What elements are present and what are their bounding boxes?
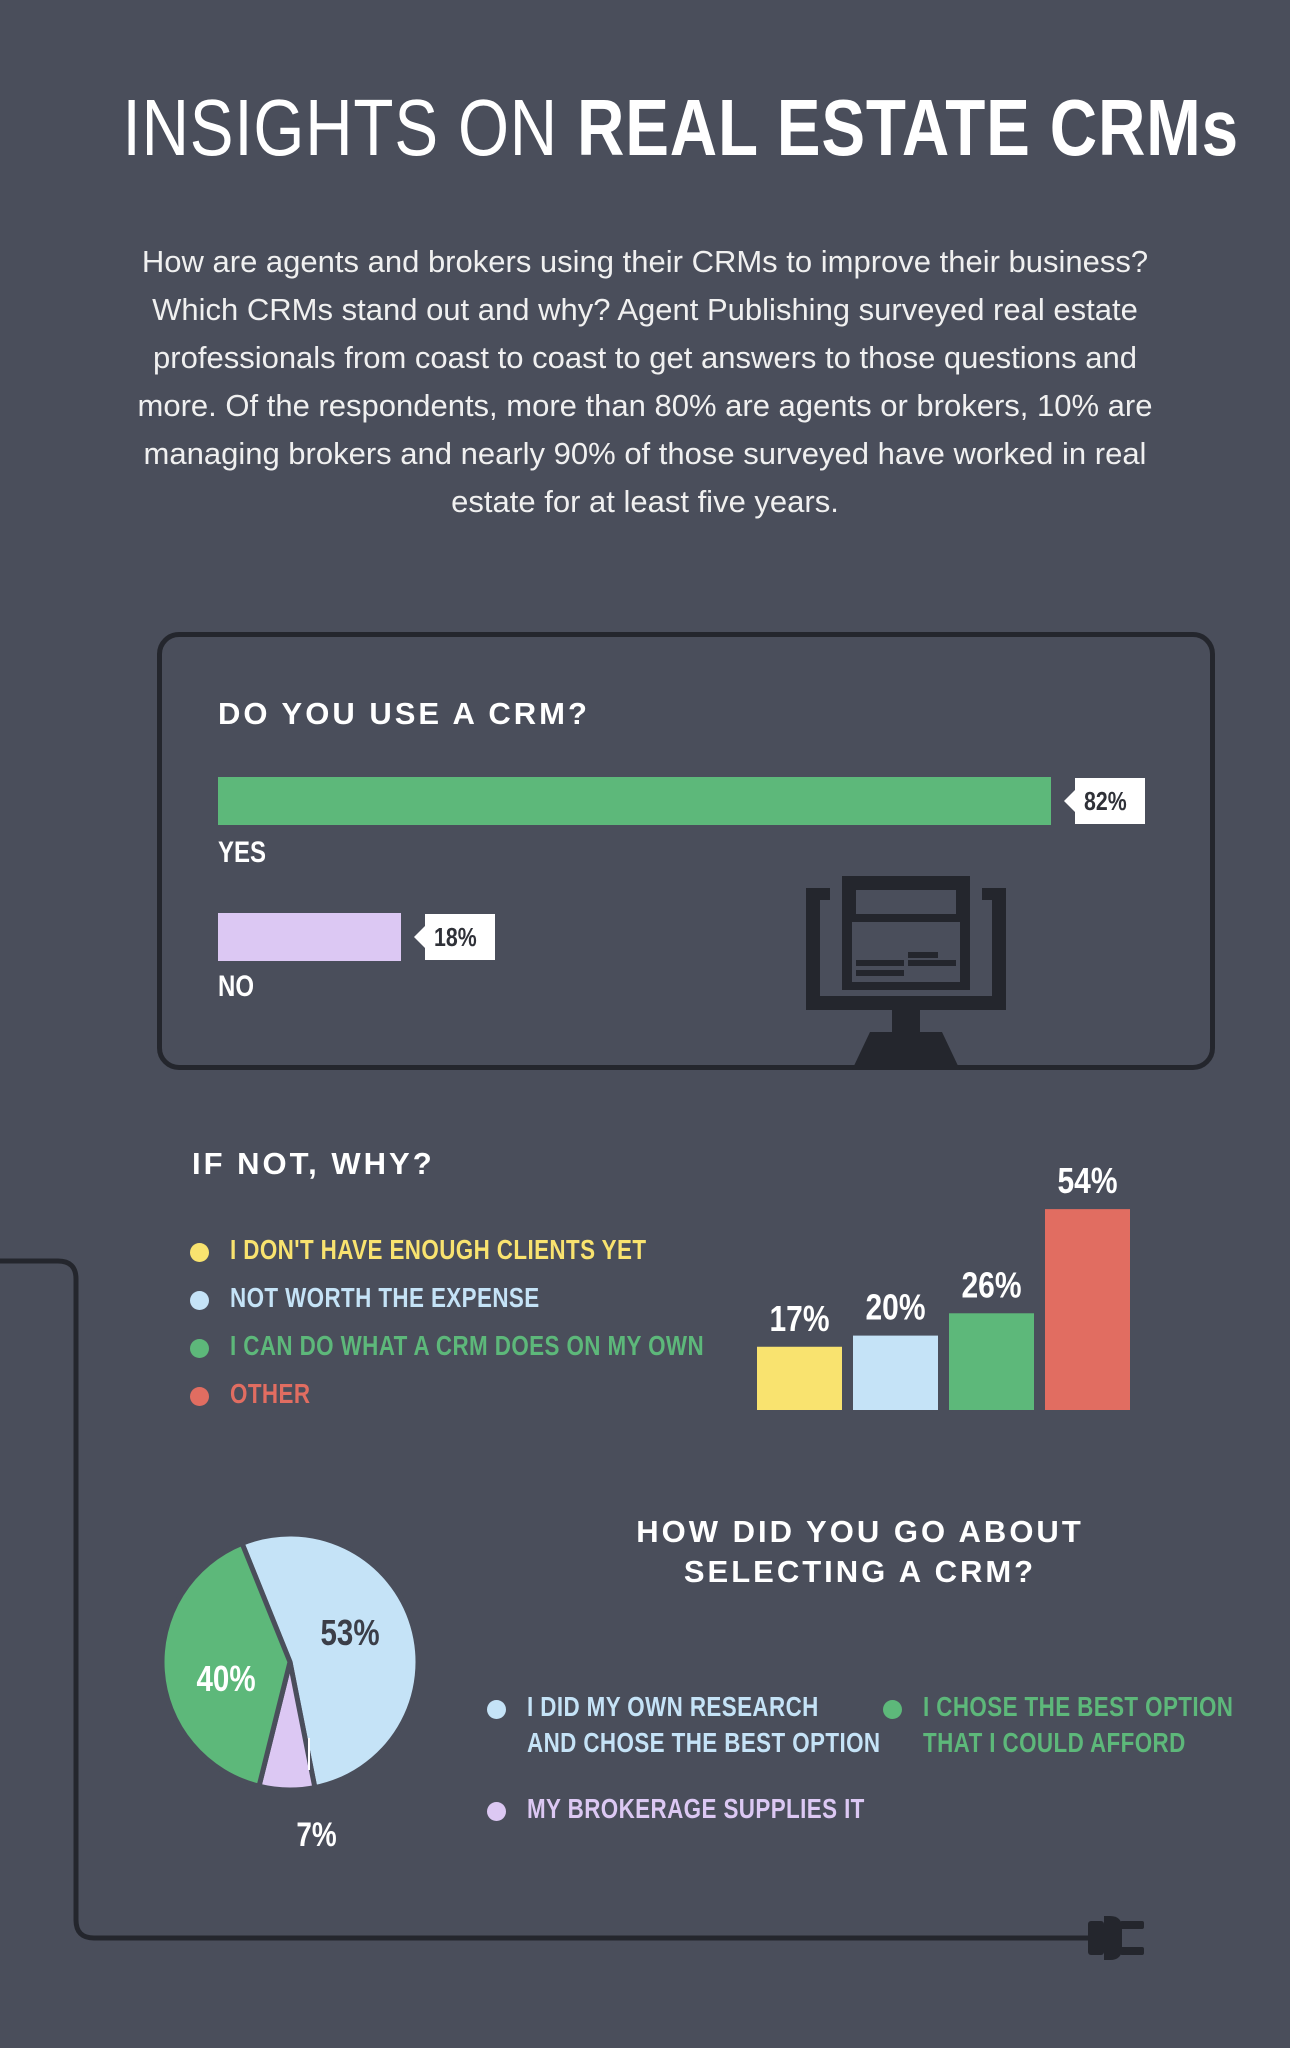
bar-value-label: 17% (770, 1298, 830, 1339)
page-title: INSIGHTS ON REAL ESTATE CRMs (0, 82, 1290, 174)
legend-dot (190, 1243, 209, 1262)
pie-slice-own-research (239, 1531, 421, 1791)
computer-monitor-icon (806, 876, 1006, 1070)
legend-dot (190, 1291, 209, 1310)
legend-dot (487, 1700, 506, 1719)
legend-dot (883, 1700, 902, 1719)
no-value-label: 18% (434, 922, 477, 952)
selecting-pie-chart (159, 1531, 421, 1793)
yes-value-label: 82% (1084, 786, 1127, 816)
pie-label-afford-text: 40% (196, 1658, 256, 1699)
crm-usage-heading: DO YOU USE A CRM? (218, 696, 590, 731)
legend-label: MY BROKERAGE SUPPLIES IT (527, 1793, 865, 1824)
no-label: NO (218, 970, 254, 1003)
title-light: INSIGHTS ON (122, 83, 578, 172)
legend-label-line2: THAT I COULD AFFORD (923, 1727, 1186, 1758)
bar-value-label: 20% (866, 1287, 926, 1328)
selecting-heading-line1: HOW DID YOU GO ABOUT (636, 1514, 1084, 1549)
legend-dot (190, 1387, 209, 1406)
legend-label-line1: I CHOSE THE BEST OPTION (923, 1691, 1234, 1722)
pie-label-brokerage-text: 7% (296, 1816, 337, 1854)
bar-value-label: 26% (962, 1264, 1022, 1305)
legend-label-line1: I DID MY OWN RESEARCH (527, 1691, 819, 1722)
legend-label: OTHER (230, 1378, 311, 1409)
no-value-tag: 18% (413, 914, 496, 960)
pie-label-brokerage: 7% (292, 1816, 341, 1855)
title-bold: REAL ESTATE CRMs (577, 83, 1239, 172)
bar-other (1045, 1209, 1130, 1410)
legend-dot (190, 1339, 209, 1358)
bar-value-label: 54% (1058, 1160, 1118, 1201)
legend-label: I DON'T HAVE ENOUGH CLIENTS YET (230, 1234, 647, 1265)
pie-slice-best-affordable (159, 1540, 293, 1789)
bar-not-enough-clients (757, 1346, 842, 1410)
legend-dot (487, 1802, 506, 1821)
intro-paragraph: How are agents and brokers using their C… (137, 244, 1153, 519)
no-bar (218, 913, 401, 961)
legend-label: NOT WORTH THE EXPENSE (230, 1282, 540, 1313)
bar-not-worth-expense (853, 1335, 938, 1410)
pie-label-research-text: 53% (320, 1612, 380, 1653)
crm-usage-panel (157, 632, 1215, 1070)
legend-label: I CAN DO WHAT A CRM DOES ON MY OWN (230, 1330, 705, 1361)
yes-value-tag: 82% (1063, 778, 1146, 824)
pie-label-afford: 40% (190, 1658, 262, 1700)
power-plug-icon (1088, 1916, 1144, 1960)
why-not-heading: IF NOT, WHY? (192, 1146, 435, 1181)
pie-leader-line (308, 1738, 310, 1770)
pie-label-research: 53% (314, 1612, 386, 1654)
bar-do-it-myself (949, 1313, 1034, 1410)
why-not-bar-chart: 17% 20% 26% 54% (757, 1160, 1130, 1410)
selecting-heading-line2: SELECTING A CRM? (683, 1554, 1037, 1589)
yes-label: YES (218, 836, 267, 869)
yes-bar (218, 777, 1051, 825)
legend-label-line2: AND CHOSE THE BEST OPTION (527, 1727, 881, 1758)
